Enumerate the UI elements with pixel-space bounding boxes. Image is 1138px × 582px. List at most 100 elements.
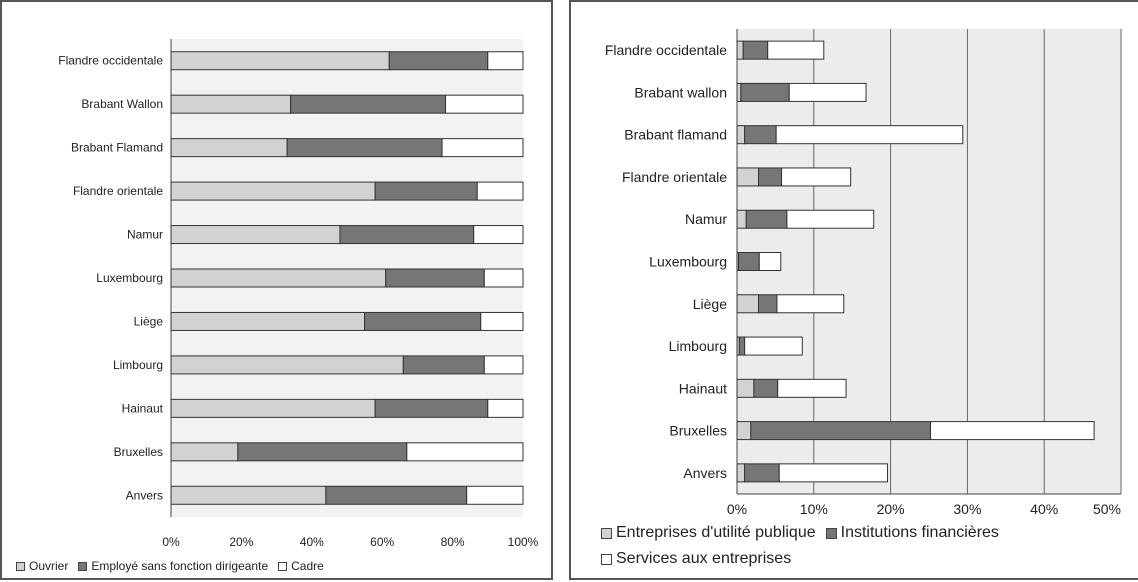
- bar-entreprises-d-utilite-publique-flandre-occidentale: [736, 40, 744, 60]
- category-label-liege: Liège: [693, 296, 727, 312]
- bar-institutions-financieres-limbourg: [738, 336, 746, 356]
- bar-institutions-financieres-brabant-wallon: [740, 82, 790, 102]
- bar-services-aux-entreprises-flandre-occidentale: [767, 40, 825, 60]
- bar-services-aux-entreprises-namur: [786, 209, 875, 229]
- bar-ouvrier-brabant-wallon: [170, 94, 292, 114]
- category-label-anvers: Anvers: [126, 488, 163, 502]
- legend-label-utilite: Entreprises d'utilité publique: [616, 524, 816, 541]
- category-label-flandre-orientale: Flandre orientale: [73, 184, 163, 198]
- legend-swatch-cadre: [278, 561, 288, 571]
- bar-institutions-financieres-hainaut: [753, 378, 779, 398]
- bar-ouvrier-luxembourg: [170, 268, 387, 288]
- tick-label-80: 80%: [441, 535, 465, 549]
- category-label-brabant-flamand: Brabant flamand: [624, 127, 727, 143]
- tick-label-100: 100%: [508, 535, 539, 549]
- legend-swatch-services: [601, 553, 612, 565]
- bar-entreprises-d-utilite-publique-brabant-flamand: [736, 125, 746, 145]
- category-label-luxembourg: Luxembourg: [649, 254, 727, 270]
- category-label-bruxelles: Bruxelles: [669, 423, 727, 439]
- category-label-bruxelles: Bruxelles: [114, 445, 163, 459]
- legend-label-financieres: Institutions financières: [840, 524, 999, 541]
- bar-entreprises-d-utilite-publique-anvers: [736, 463, 746, 483]
- legend-swatch-ouvrier: [16, 561, 25, 571]
- bar-institutions-financieres-namur: [745, 209, 788, 229]
- legend-label-ouvrier: Ouvrier: [29, 559, 69, 573]
- legend-label-services: Services aux entreprises: [616, 550, 792, 567]
- bar-employe-sans-fonction-dirigeante-flandre-occidentale: [388, 51, 489, 71]
- bar-services-aux-entreprises-flandre-orientale: [781, 167, 852, 187]
- bar-ouvrier-flandre-occidentale: [170, 51, 390, 71]
- chart-panel-right: Flandre occidentale Brabant wallon Brabant…: [569, 0, 1138, 580]
- bar-cadre-brabant-flamand: [441, 138, 524, 158]
- category-label-brabant-wallon: Brabant wallon: [634, 84, 727, 100]
- tick-label-20: 20%: [229, 535, 253, 549]
- category-label-namur: Namur: [127, 228, 163, 242]
- legend-item-services: Services aux entreprises: [601, 550, 1111, 568]
- bar-ouvrier-liege: [170, 311, 366, 331]
- category-label-hainaut: Hainaut: [679, 380, 727, 396]
- bar-cadre-anvers: [466, 485, 524, 505]
- legend-item-ouvrier: Ouvrier: [16, 559, 68, 573]
- bar-employe-sans-fonction-dirigeante-liege: [364, 311, 482, 331]
- bar-employe-sans-fonction-dirigeante-brabant-flamand: [286, 138, 443, 158]
- legend-left: Ouvrier Employé sans fonction dirigeante…: [16, 559, 546, 573]
- category-label-anvers: Anvers: [683, 465, 727, 481]
- bar-services-aux-entreprises-brabant-flamand: [775, 125, 964, 145]
- bar-services-aux-entreprises-bruxelles: [930, 421, 1095, 441]
- chart-panel-left: Flandre occidentale Brabant Wallon Brabant…: [0, 0, 553, 580]
- bar-entreprises-d-utilite-publique-liege: [736, 294, 760, 314]
- bar-institutions-financieres-liege: [758, 294, 778, 314]
- legend-swatch-financieres: [825, 527, 837, 539]
- chart-left-svg: Flandre occidentale Brabant Wallon Brabant…: [58, 39, 539, 549]
- bar-cadre-flandre-occidentale: [487, 51, 524, 71]
- bar-entreprises-d-utilite-publique-flandre-orientale: [736, 167, 760, 187]
- tick-label-30: 30%: [953, 501, 981, 517]
- legend-swatch-utilite: [601, 527, 612, 539]
- legend-item-utilite: Entreprises d'utilité publique: [601, 524, 816, 542]
- tick-label-0: 0%: [727, 501, 747, 517]
- legend-label-employe: Employé sans fonction dirigeante: [91, 559, 269, 573]
- bar-institutions-financieres-flandre-occidentale: [742, 40, 769, 60]
- bar-ouvrier-anvers: [170, 485, 327, 505]
- category-label-flandre-occidentale: Flandre occidentale: [58, 54, 163, 68]
- bar-ouvrier-bruxelles: [170, 442, 239, 462]
- bar-institutions-financieres-brabant-flamand: [744, 125, 777, 145]
- bar-cadre-limbourg: [483, 355, 524, 375]
- bar-cadre-luxembourg: [483, 268, 524, 288]
- bar-entreprises-d-utilite-publique-namur: [736, 209, 747, 229]
- legend-right: Entreprises d'utilité publique Instituti…: [601, 524, 1121, 568]
- bar-services-aux-entreprises-hainaut: [777, 378, 847, 398]
- bar-services-aux-entreprises-luxembourg: [758, 252, 782, 271]
- bar-employe-sans-fonction-dirigeante-bruxelles: [237, 442, 408, 462]
- category-label-brabant-flamand: Brabant Flamand: [71, 141, 163, 155]
- bar-ouvrier-brabant-flamand: [170, 138, 288, 158]
- tick-label-60: 60%: [370, 535, 394, 549]
- bar-employe-sans-fonction-dirigeante-limbourg: [402, 355, 485, 375]
- bar-services-aux-entreprises-limbourg: [744, 336, 803, 356]
- bar-institutions-financieres-luxembourg: [738, 252, 760, 271]
- bar-cadre-brabant-wallon: [445, 94, 524, 114]
- bar-employe-sans-fonction-dirigeante-luxembourg: [385, 268, 485, 288]
- bar-institutions-financieres-bruxelles: [750, 421, 932, 441]
- bar-employe-sans-fonction-dirigeante-anvers: [325, 485, 468, 505]
- bar-employe-sans-fonction-dirigeante-flandre-orientale: [374, 181, 478, 201]
- legend-swatch-employe: [78, 561, 88, 571]
- category-label-luxembourg: Luxembourg: [96, 271, 163, 285]
- bar-ouvrier-hainaut: [170, 398, 376, 418]
- bar-ouvrier-flandre-orientale: [170, 181, 376, 201]
- plot-area: [737, 29, 1121, 494]
- legend-item-employe: Employé sans fonction dirigeante: [78, 559, 268, 573]
- category-label-brabant-wallon: Brabant Wallon: [81, 97, 163, 111]
- legend-item-cadre: Cadre: [278, 559, 324, 573]
- bar-cadre-namur: [473, 225, 524, 245]
- tick-label-0: 0%: [162, 535, 180, 549]
- category-label-hainaut: Hainaut: [122, 401, 164, 415]
- category-label-liege: Liège: [134, 314, 164, 328]
- bar-institutions-financieres-flandre-orientale: [758, 167, 783, 187]
- bar-cadre-liege: [480, 311, 524, 331]
- tick-label-20: 20%: [877, 501, 905, 517]
- tick-label-40: 40%: [1030, 501, 1058, 517]
- bar-cadre-hainaut: [487, 398, 524, 418]
- category-label-flandre-orientale: Flandre orientale: [622, 169, 727, 185]
- legend-label-cadre: Cadre: [291, 559, 324, 573]
